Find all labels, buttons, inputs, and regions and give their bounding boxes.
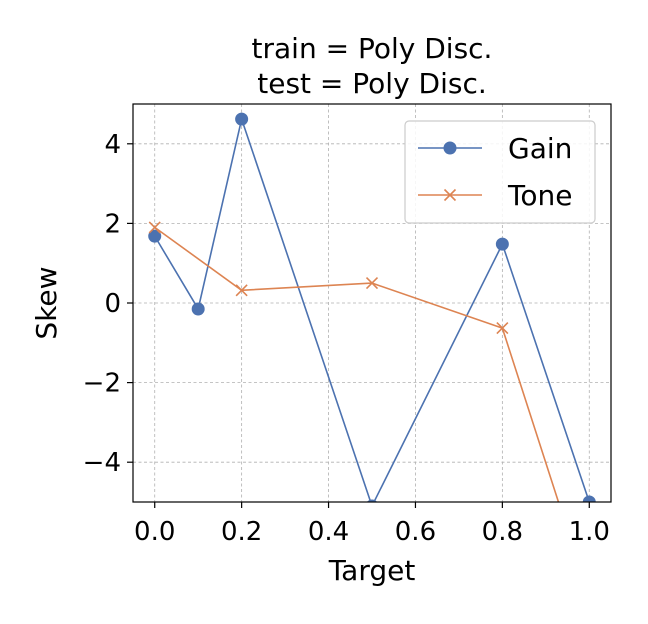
data-point-gain [148, 229, 162, 243]
data-point-tone [235, 284, 248, 297]
data-point-gain [495, 237, 509, 251]
x-marker-stroke [443, 188, 457, 202]
x-tick-label: 0.2 [221, 517, 262, 547]
x-tick-label: 0.4 [308, 517, 349, 547]
x-axis-label: Target [328, 554, 416, 587]
legend-marker-gain [443, 141, 457, 155]
y-axis-label: Skew [30, 266, 63, 339]
y-tick-label: 0 [104, 289, 121, 319]
legend-label-tone: Tone [507, 179, 572, 212]
y-tick-label: 2 [104, 209, 121, 239]
y-tick-label: 4 [104, 130, 121, 160]
x-tick-label: 1.0 [569, 517, 610, 547]
ticks: 0.0 0.2 0.4 0.6 0.8 1.0 −4 −2 0 2 4 [83, 130, 610, 547]
x-marker-stroke [365, 277, 379, 290]
chart-title-line-2: test = Poly Disc. [257, 67, 487, 100]
legend-marker-tone [443, 188, 457, 202]
legend: Gain Tone [404, 120, 596, 224]
x-marker-stroke [584, 592, 595, 603]
data-point-tone [365, 277, 379, 290]
data-point-tone [584, 592, 595, 603]
series-line-gain [154, 116, 591, 502]
data-point-tone [148, 221, 161, 234]
x-tick-label: 0.0 [134, 517, 175, 547]
data-point-gain [582, 495, 596, 502]
x-marker-stroke [496, 322, 509, 335]
chart-title-line-1: train = Poly Disc. [252, 32, 493, 65]
series-layer [148, 112, 596, 603]
x-marker-stroke [235, 284, 248, 297]
data-point-gain [235, 112, 249, 126]
x-marker-stroke [584, 592, 595, 603]
legend-label-gain: Gain [508, 132, 572, 165]
data-point-tone [496, 322, 509, 335]
y-tick-label: −4 [83, 448, 121, 478]
data-point-gain [191, 302, 205, 316]
legend-entries: Gain Tone [418, 132, 572, 212]
x-tick-label: 0.8 [482, 517, 523, 547]
y-tick-label: −2 [83, 369, 121, 399]
x-marker-stroke [148, 221, 161, 234]
x-tick-label: 0.6 [395, 517, 436, 547]
